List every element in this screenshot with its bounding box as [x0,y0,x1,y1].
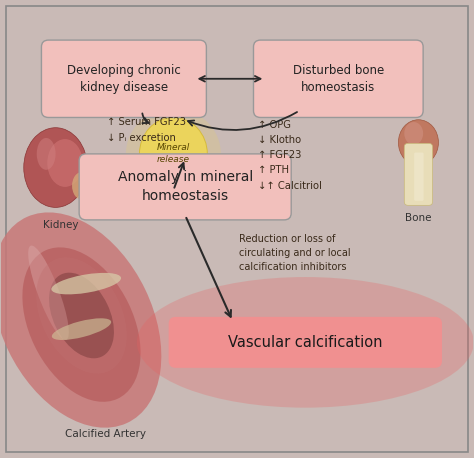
Text: Reduction or loss of
circulating and or local
calcification inhibitors: Reduction or loss of circulating and or … [239,234,351,273]
Ellipse shape [36,138,55,170]
Ellipse shape [398,120,438,165]
Text: Anomaly in mineral
homeostasis: Anomaly in mineral homeostasis [118,170,253,203]
Ellipse shape [52,318,111,340]
Text: ↑ Serum FGF23
↓ Pᵢ excretion: ↑ Serum FGF23 ↓ Pᵢ excretion [108,117,186,143]
Text: Kidney: Kidney [43,220,78,230]
FancyBboxPatch shape [254,40,423,117]
FancyBboxPatch shape [79,154,291,220]
Ellipse shape [126,109,221,199]
Text: Calcified Artery: Calcified Artery [64,429,146,439]
Text: Mineral
release: Mineral release [157,143,190,164]
Ellipse shape [28,245,69,340]
Ellipse shape [24,128,87,207]
FancyBboxPatch shape [404,143,433,205]
FancyBboxPatch shape [6,6,468,452]
Ellipse shape [72,172,91,199]
FancyBboxPatch shape [41,40,206,117]
Text: ↑ OPG
↓ Klotho
↑ FGF23
↑ PTH
↓↑ Calcitriol: ↑ OPG ↓ Klotho ↑ FGF23 ↑ PTH ↓↑ Calcitri… [258,120,322,191]
Text: Disturbed bone
homeostasis: Disturbed bone homeostasis [292,64,384,94]
Ellipse shape [36,257,127,374]
Text: Bone: Bone [405,213,432,223]
Text: Vascular calcification: Vascular calcification [228,335,383,350]
Ellipse shape [47,139,82,187]
Ellipse shape [49,273,114,358]
Ellipse shape [404,122,423,145]
Ellipse shape [0,213,161,428]
Ellipse shape [139,117,207,191]
Ellipse shape [80,188,92,206]
FancyBboxPatch shape [414,153,424,201]
Ellipse shape [22,247,141,402]
Ellipse shape [51,273,121,294]
Text: Developing chronic
kidney disease: Developing chronic kidney disease [67,64,181,94]
Ellipse shape [137,277,474,408]
FancyBboxPatch shape [169,317,442,368]
